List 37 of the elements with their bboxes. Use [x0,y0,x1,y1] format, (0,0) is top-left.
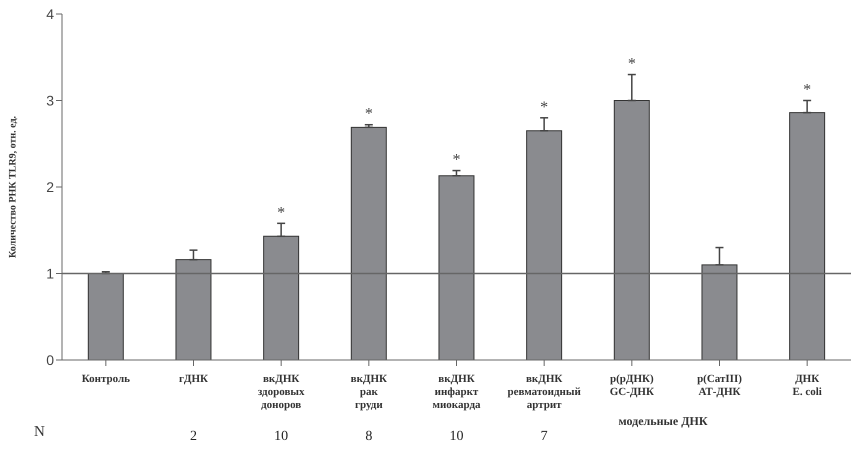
text: модельные ДНК [618,414,708,429]
x-tick-label: р(рДНК) GC-ДНК [610,373,654,398]
bar [88,273,124,360]
y-tick-label: 4 [46,6,54,22]
text: 7 [540,429,548,444]
text: 10 [274,429,288,444]
bar [701,264,738,360]
text: N [34,424,45,441]
text: 8 [365,429,372,444]
text: 2 [190,429,197,444]
x-tick-label: ДНК E. coli [792,373,822,398]
annotation: * [628,56,636,73]
y-tick-label: 2 [46,178,54,195]
x-tick-label: вкДНК ревматоидный артрит [508,373,582,411]
y-tick-label: 1 [46,265,54,282]
x-tick-label: Контроль [82,373,130,385]
annotation: * [803,82,812,98]
x-tick-label: вкДНК рак груди [350,373,388,411]
bar [438,175,474,360]
text: 10 [450,429,464,444]
bar [526,130,562,360]
annotation: * [277,204,286,222]
annotation: * [364,106,373,123]
y-axis-title: Количество РНК TLR9, отн. ед. [8,116,19,258]
annotation: * [540,98,548,116]
x-tick-label: вкДНК здоровых доноров [258,373,305,411]
x-tick-label: р(СатIII) АТ-ДНК [697,373,742,398]
annotation: * [452,152,460,169]
y-tick-label: 3 [46,92,54,108]
bar [350,126,387,360]
bar [263,236,300,360]
bar [789,112,826,360]
bar [175,259,212,360]
x-tick-label: гДНК [178,373,208,385]
y-tick-label: 0 [46,352,54,368]
bar [614,100,650,360]
x-tick-label: вкДНК инфаркт миокарда [432,373,482,411]
